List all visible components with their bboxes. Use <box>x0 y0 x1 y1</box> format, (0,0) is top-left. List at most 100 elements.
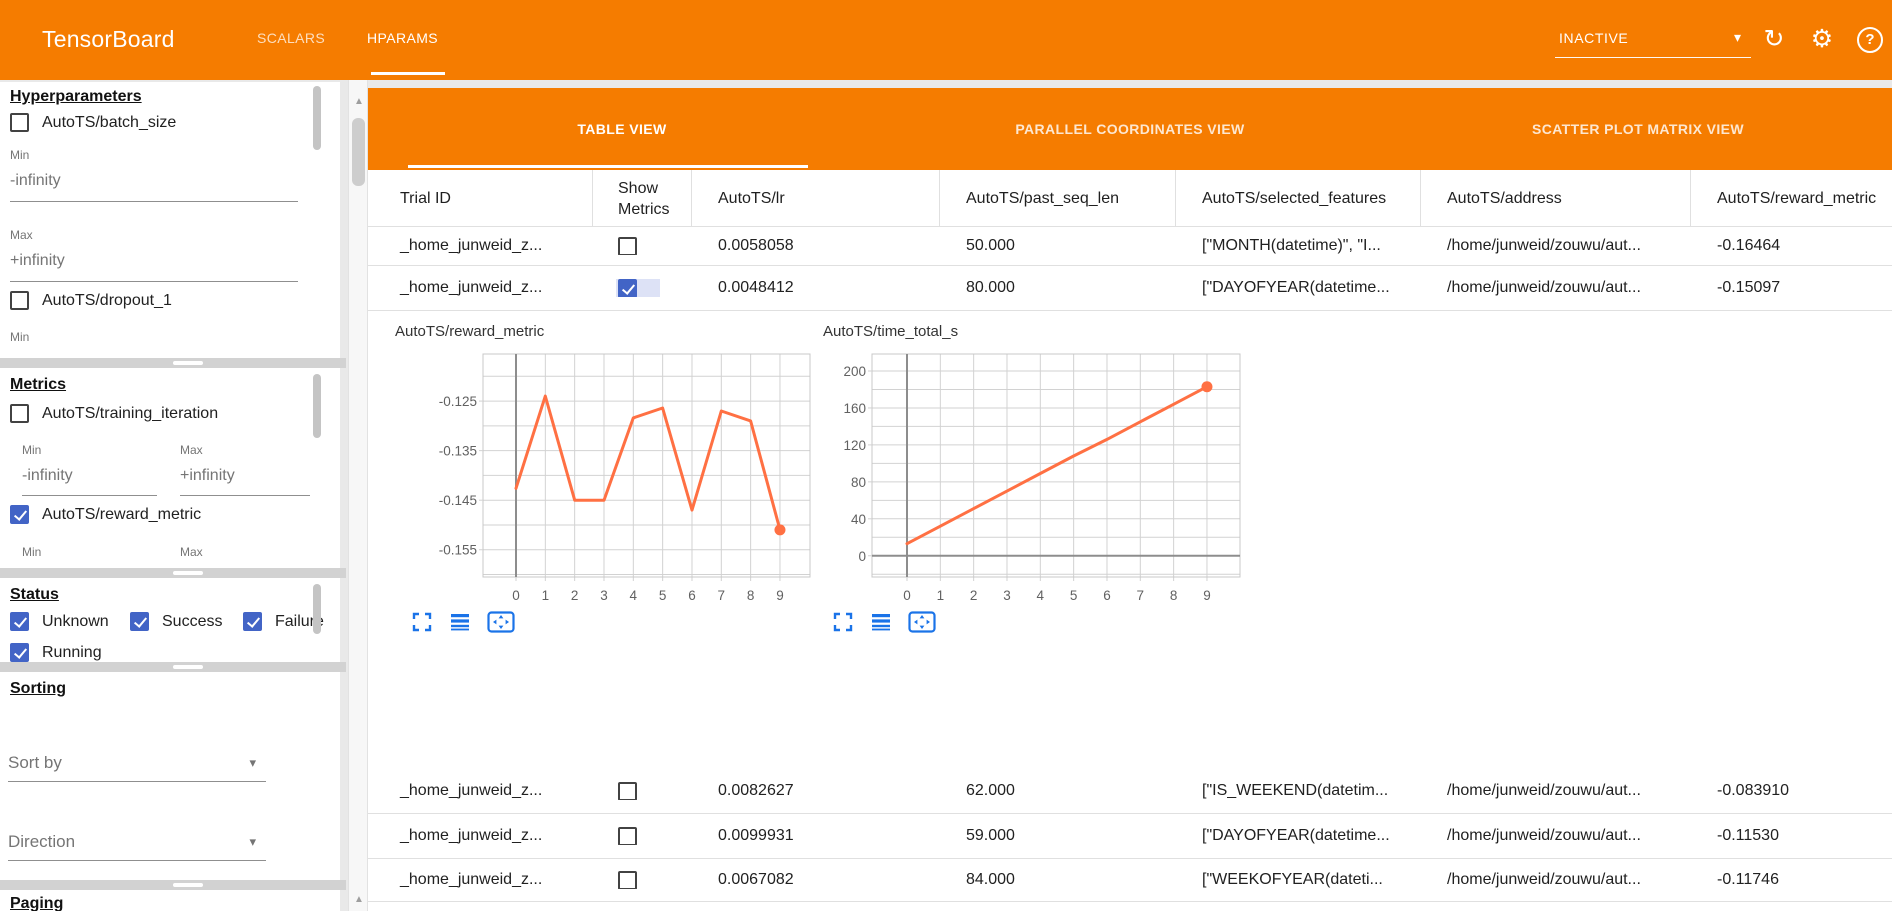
tab-scalars[interactable]: SCALARS <box>257 30 326 46</box>
selected-features-cell: ["IS_WEEKEND(datetim... <box>1202 782 1389 799</box>
paging-heading: Paging <box>10 895 64 911</box>
section-scrollbar[interactable] <box>313 86 321 150</box>
address-cell: /home/junweid/zouwu/aut... <box>1447 827 1641 844</box>
svg-text:120: 120 <box>843 438 866 453</box>
status-option-running: Running <box>10 643 102 662</box>
reward-metric-checkbox[interactable] <box>10 505 29 524</box>
table-row[interactable]: _home_junweid_z... 0.0058058 50.000 ["MO… <box>368 227 1892 266</box>
hyperparameters-panel: Hyperparameters AutoTS/batch_size Min -i… <box>0 82 340 358</box>
table-row[interactable]: _home_junweid_z... 0.0082627 62.000 ["IS… <box>368 769 1892 814</box>
show-metrics-checkbox[interactable] <box>618 237 637 255</box>
min-input[interactable]: -infinity <box>10 172 61 189</box>
reload-status-dropdown[interactable]: INACTIVE ▾ <box>1555 22 1751 58</box>
log-axis-icon[interactable] <box>869 610 893 634</box>
max-label: Max <box>180 443 203 457</box>
log-axis-icon[interactable] <box>448 610 472 634</box>
svg-text:4: 4 <box>1037 588 1045 603</box>
unknown-checkbox[interactable] <box>10 612 29 631</box>
training-iteration-label: AutoTS/training_iteration <box>42 404 219 422</box>
metric-row-reward-metric: AutoTS/reward_metric <box>10 505 201 524</box>
refresh-icon[interactable]: ↻ <box>1763 25 1785 53</box>
show-metrics-checkbox[interactable] <box>618 871 637 889</box>
min-label: Min <box>10 148 30 162</box>
tab-scatter-plot-matrix-view[interactable]: SCATTER PLOT MATRIX VIEW <box>1531 121 1745 137</box>
tab-parallel-coordinates-view[interactable]: PARALLEL COORDINATES VIEW <box>1015 121 1245 137</box>
running-checkbox[interactable] <box>10 643 29 662</box>
svg-text:4: 4 <box>630 588 638 603</box>
address-cell: /home/junweid/zouwu/aut... <box>1447 237 1641 254</box>
help-icon[interactable]: ? <box>1857 27 1883 53</box>
svg-text:1: 1 <box>542 588 550 603</box>
hparam-row-batch-size: AutoTS/batch_size <box>10 113 176 132</box>
svg-text:1: 1 <box>937 588 945 603</box>
scrollbar-thumb[interactable] <box>352 118 365 186</box>
lr-cell: 0.0067082 <box>718 871 794 888</box>
max-label: Max <box>180 545 203 559</box>
resizer-handle <box>173 361 203 365</box>
svg-text:-0.145: -0.145 <box>439 493 477 508</box>
show-metrics-checkbox[interactable] <box>618 827 637 845</box>
success-label: Success <box>162 612 223 630</box>
panel-resizer[interactable] <box>0 568 346 578</box>
past-seq-len-cell: 84.000 <box>966 871 1015 888</box>
max-input[interactable]: +infinity <box>180 467 235 484</box>
dropout-checkbox[interactable] <box>10 291 29 310</box>
column-header-past-seq-len: AutoTS/past_seq_len <box>940 170 1176 227</box>
sidebar-scrollbar[interactable]: ▲ ▲ <box>348 80 368 911</box>
scroll-up-icon[interactable]: ▲ <box>354 96 364 107</box>
min-input-underline <box>10 201 298 202</box>
failure-checkbox[interactable] <box>243 612 262 631</box>
section-scrollbar[interactable] <box>313 584 321 634</box>
selected-features-cell: ["WEEKOFYEAR(dateti... <box>1202 871 1383 888</box>
sort-by-dropdown[interactable]: Sort by ▾ <box>8 748 266 782</box>
address-cell: /home/junweid/zouwu/aut... <box>1447 871 1641 888</box>
reward-metric-cell: -0.16464 <box>1717 237 1781 254</box>
table-row[interactable]: _home_junweid_z... 0.0099931 59.000 ["DA… <box>368 814 1892 859</box>
table-row-expanded[interactable]: _home_junweid_z... 0.0048412 80.000 ["DA… <box>368 266 1892 311</box>
failure-label: Failure <box>275 612 324 630</box>
pan-zoom-icon[interactable] <box>486 610 516 634</box>
app-title: TensorBoard <box>42 26 175 52</box>
svg-text:6: 6 <box>1103 588 1111 603</box>
reward-metric-label: AutoTS/reward_metric <box>42 505 202 523</box>
training-iteration-checkbox[interactable] <box>10 404 29 423</box>
hyperparameters-heading: Hyperparameters <box>10 88 142 105</box>
max-input[interactable]: +infinity <box>10 252 65 269</box>
chart-title-reward-metric: AutoTS/reward_metric <box>395 323 545 340</box>
gear-icon[interactable]: ⚙ <box>1810 25 1834 53</box>
table-row[interactable]: _home_junweid_z... 0.0067082 84.000 ["WE… <box>368 859 1892 902</box>
tab-hparams[interactable]: HPARAMS <box>367 30 438 46</box>
dropout-label: AutoTS/dropout_1 <box>42 291 172 309</box>
panel-resizer[interactable] <box>0 662 346 672</box>
batch-size-checkbox[interactable] <box>10 113 29 132</box>
svg-text:8: 8 <box>747 588 755 603</box>
show-metrics-checkbox[interactable] <box>618 279 637 297</box>
svg-text:0: 0 <box>512 588 520 603</box>
min-input[interactable]: -infinity <box>22 467 73 484</box>
active-tab-indicator <box>371 72 445 75</box>
direction-dropdown[interactable]: Direction ▾ <box>8 827 266 861</box>
trial-id-cell: _home_junweid_z... <box>400 237 543 254</box>
chevron-down-icon: ▾ <box>249 755 256 770</box>
panel-resizer[interactable] <box>0 358 346 368</box>
svg-text:-0.125: -0.125 <box>439 394 477 409</box>
fullscreen-icon[interactable] <box>410 610 434 634</box>
show-metrics-checkbox[interactable] <box>618 782 637 800</box>
min-label: Min <box>10 330 30 344</box>
chart-toolbar <box>410 610 516 634</box>
section-scrollbar[interactable] <box>313 374 321 438</box>
scroll-up-icon[interactable]: ▲ <box>354 894 364 905</box>
success-checkbox[interactable] <box>130 612 149 631</box>
min-label: Min <box>22 443 42 457</box>
panel-resizer[interactable] <box>0 880 346 890</box>
lr-cell: 0.0048412 <box>718 279 794 296</box>
trial-id-cell: _home_junweid_z... <box>400 871 543 888</box>
column-header-lr: AutoTS/lr <box>692 170 940 227</box>
direction-value: Direction <box>8 832 76 851</box>
trial-id-cell: _home_junweid_z... <box>400 827 543 844</box>
fullscreen-icon[interactable] <box>831 610 855 634</box>
svg-text:0: 0 <box>903 588 911 603</box>
sort-by-value: Sort by <box>8 753 62 772</box>
pan-zoom-icon[interactable] <box>907 610 937 634</box>
tab-table-view[interactable]: TABLE VIEW <box>577 121 667 137</box>
